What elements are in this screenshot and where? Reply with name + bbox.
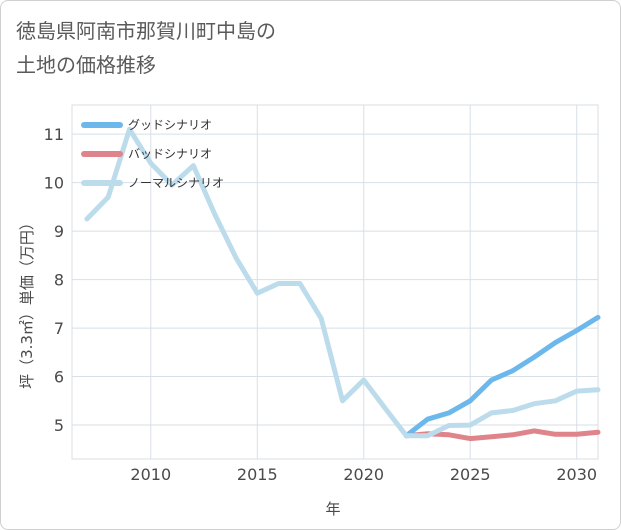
plot-area — [71, 104, 599, 460]
x-tick-label: 2025 — [450, 465, 491, 484]
y-tick-label: 7 — [54, 319, 64, 338]
y-tick-label: 11 — [44, 125, 64, 144]
grid-lines — [71, 104, 599, 460]
y-tick-label: 10 — [44, 174, 64, 193]
legend-label-0: グッドシナリオ — [128, 118, 212, 132]
x-tick-label: 2010 — [130, 465, 171, 484]
series-line-0 — [403, 314, 601, 439]
y-tick-label: 6 — [54, 368, 64, 387]
x-axis-label: 年 — [325, 500, 340, 518]
y-tick-label: 5 — [54, 416, 64, 435]
chart-title: 徳島県阿南市那賀川町中島の 土地の価格推移 — [16, 14, 436, 82]
x-tick-label: 2020 — [343, 465, 384, 484]
series-lines — [84, 126, 601, 442]
legend-label-1: バッドシナリオ — [128, 147, 212, 161]
x-tick-label: 2030 — [556, 465, 597, 484]
y-axis-label: 坪（3.3㎡）単価（万円） — [18, 215, 36, 389]
chart-title-line-2: 土地の価格推移 — [16, 53, 156, 77]
y-tick-labels: 5 6 7 8 9 10 11 — [44, 125, 64, 435]
series-line-1 — [403, 428, 601, 442]
legend-label-2: ノーマルシナリオ — [128, 176, 224, 190]
chart-title-line-1: 徳島県阿南市那賀川町中島の — [16, 19, 276, 43]
x-tick-label: 2015 — [237, 465, 278, 484]
x-tick-labels: 2010 2015 2020 2025 2030 — [130, 465, 597, 484]
series-line-2 — [84, 126, 601, 439]
y-tick-label: 8 — [54, 271, 64, 290]
y-tick-label: 9 — [54, 222, 64, 241]
